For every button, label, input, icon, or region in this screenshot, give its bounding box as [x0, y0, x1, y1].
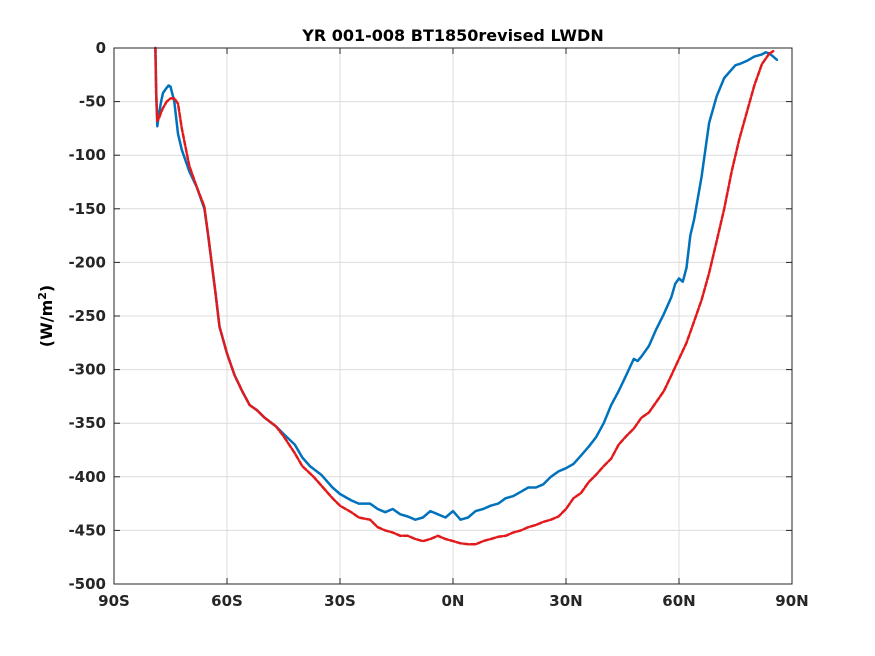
y-axis-label-close: ) — [37, 285, 56, 292]
y-tick-label: -200 — [68, 253, 106, 271]
y-tick-label: -300 — [68, 361, 106, 379]
series-line-2 — [154, 46, 775, 546]
y-tick-label: -350 — [68, 414, 106, 432]
x-tick-label: 60N — [662, 592, 695, 610]
y-tick-label: 0 — [96, 39, 106, 57]
x-tick-label: 90N — [775, 592, 808, 610]
y-axis-label: (W/m2) — [36, 285, 57, 347]
y-tick-label: -50 — [79, 93, 106, 111]
x-tick-label: 30N — [549, 592, 582, 610]
x-tick-label: 30S — [324, 592, 356, 610]
y-axis-label-superscript: 2 — [36, 292, 49, 300]
x-tick-label: 60S — [211, 592, 243, 610]
y-tick-label: -250 — [68, 307, 106, 325]
y-tick-label: -400 — [68, 468, 106, 486]
x-tick-label: 0N — [442, 592, 465, 610]
y-tick-label: -150 — [68, 200, 106, 218]
series-layer — [154, 46, 779, 546]
y-tick-label: -100 — [68, 146, 106, 164]
ticks: 90S 60S 30S 0N 30N 60N 90N 0 -50 -100 -150 -200 -250… — [68, 39, 808, 610]
x-tick-label: 90S — [98, 592, 130, 610]
y-axis-label-main: (W/m — [37, 300, 56, 347]
chart-title: YR 001-008 BT1850revised LWDN — [301, 26, 603, 45]
y-tick-label: -450 — [68, 521, 106, 539]
y-tick-label: -500 — [68, 575, 106, 593]
